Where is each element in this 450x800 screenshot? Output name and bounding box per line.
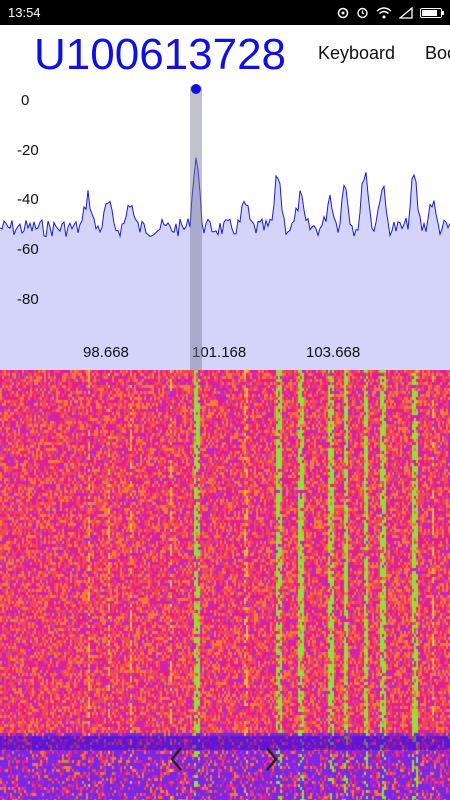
tuning-marker[interactable] <box>190 86 202 371</box>
spectrum-graph <box>0 157 450 370</box>
alarm-icon <box>356 6 369 19</box>
x-tick-label: 101.168 <box>192 344 247 361</box>
x-axis-band <box>0 338 450 370</box>
status-bar: 13:54 <box>0 0 450 25</box>
wifi-icon <box>376 6 392 19</box>
frequency-display[interactable]: U100613728 <box>34 30 287 79</box>
chevron-left-icon[interactable] <box>162 744 192 774</box>
tuning-marker-handle[interactable] <box>191 84 201 94</box>
spectrum-plot[interactable]: 0 -20 -40 -60 -80 98.668 101.168 103.668 <box>0 83 450 370</box>
y-tick-label: -80 <box>17 291 39 308</box>
y-tick-label: 0 <box>21 92 30 109</box>
y-tick-label: -20 <box>17 142 39 159</box>
status-time: 13:54 <box>8 5 41 20</box>
y-tick-label: -60 <box>17 241 39 258</box>
chevron-right-icon[interactable] <box>256 744 286 774</box>
spectrum-trace <box>0 157 450 239</box>
bookmarks-button[interactable]: Boo <box>425 43 450 63</box>
header: U100613728 Keyboard Boo <box>0 25 450 83</box>
x-tick-label: 98.668 <box>83 344 129 361</box>
battery-icon <box>420 7 444 18</box>
sync-icon <box>337 7 349 19</box>
keyboard-button[interactable]: Keyboard <box>318 43 396 63</box>
signal-icon <box>399 6 413 19</box>
status-icons <box>337 6 444 19</box>
waterfall-display[interactable] <box>0 370 450 800</box>
y-tick-label: -40 <box>17 191 39 208</box>
x-tick-label: 103.668 <box>306 344 361 361</box>
spectrum-fill <box>0 157 450 370</box>
